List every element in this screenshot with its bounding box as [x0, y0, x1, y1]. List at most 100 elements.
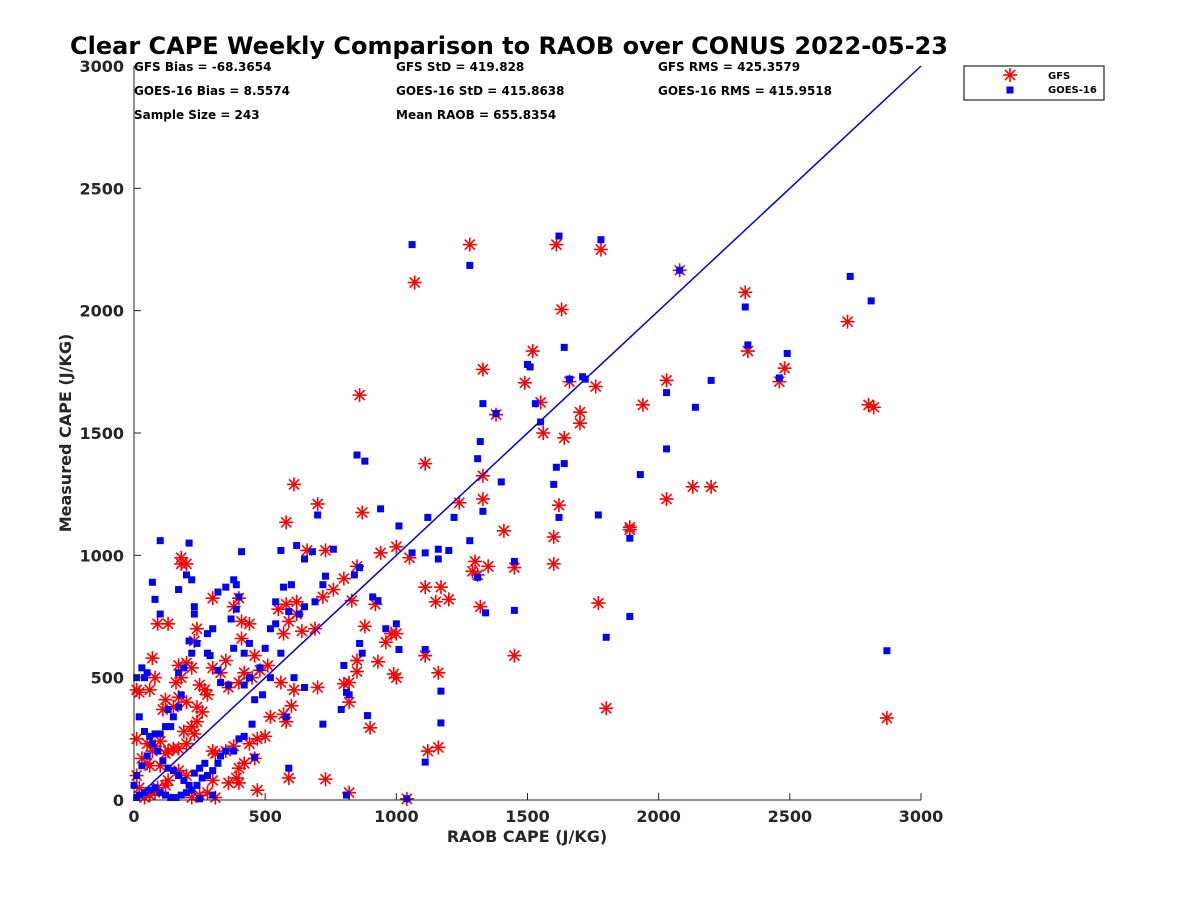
goes16-point [377, 505, 385, 513]
goes16-point [311, 598, 319, 606]
goes16-point [156, 789, 164, 797]
goes16-point [783, 349, 791, 357]
goes16-point [450, 513, 458, 521]
gfs-point [428, 594, 443, 609]
goes16-point [209, 625, 217, 633]
goes16-point [602, 633, 610, 641]
goes16-point [185, 781, 193, 789]
goes16-point [138, 664, 146, 672]
gfs-point [242, 736, 257, 751]
goes16-point [209, 791, 217, 799]
gfs-point [176, 724, 191, 739]
x-tick-label: 2000 [636, 807, 681, 826]
goes16-point [319, 581, 327, 589]
gfs-point [373, 545, 388, 560]
goes16-point [201, 759, 209, 767]
gfs-point [635, 397, 650, 412]
stat-text: GFS StD = 419.828 [396, 60, 524, 74]
gfs-point [234, 631, 249, 646]
y-axis-label: Measured CAPE (J/KG) [56, 334, 75, 533]
goes16-point [437, 719, 445, 727]
goes16-point [883, 647, 891, 655]
goes16-point [140, 789, 148, 797]
goes16-point [314, 511, 322, 519]
goes16-point [663, 445, 671, 453]
gfs-point [622, 522, 637, 537]
goes16-point [510, 606, 518, 614]
gfs-point [174, 556, 189, 571]
gfs-point [310, 496, 325, 511]
gfs-point [866, 400, 881, 415]
goes16-point [392, 620, 400, 628]
y-tick-label: 0 [113, 791, 124, 810]
goes16-point [224, 681, 232, 689]
gfs-point [187, 726, 202, 741]
gfs-point [389, 626, 404, 641]
gfs-point [161, 616, 176, 631]
goes16-point [188, 649, 196, 657]
goes16-point [363, 712, 371, 720]
goes16-point [185, 539, 193, 547]
goes16-point [626, 613, 634, 620]
y-tick-label: 2000 [79, 302, 124, 321]
stat-text: GFS RMS = 425.3579 [658, 60, 800, 74]
goes16-point [190, 769, 198, 777]
goes16-point [424, 513, 432, 521]
gfs-point [287, 477, 302, 492]
gfs-point [342, 675, 357, 690]
gfs-point [315, 589, 330, 604]
goes16-point [555, 232, 563, 240]
goes16-point [479, 400, 487, 408]
goes16-point [140, 727, 148, 735]
legend: GFS GOES-16 [963, 65, 1105, 101]
goes16-point [474, 455, 482, 463]
goes16-point [161, 791, 169, 799]
goes16-point [259, 691, 267, 699]
goes16-point [626, 534, 634, 542]
goes16-point [156, 537, 164, 545]
goes16-point [531, 400, 539, 408]
goes16-point [169, 713, 177, 721]
gfs-point [179, 736, 194, 751]
goes16-point [177, 791, 185, 799]
gfs-point [551, 498, 566, 513]
gfs-point [554, 302, 569, 317]
goes16-point [188, 786, 196, 794]
goes16-point [479, 507, 487, 515]
gfs-point [659, 492, 674, 507]
goes16-point [408, 549, 416, 557]
goes16-point [867, 297, 875, 305]
gfs-point [349, 653, 364, 668]
gfs-point [218, 653, 233, 668]
goes16-point [408, 241, 416, 249]
legend-goes16-marker [1006, 86, 1014, 94]
goes16-point [295, 610, 303, 618]
goes16-point [301, 555, 309, 563]
gfs-point [557, 430, 572, 445]
gfs-point [271, 602, 286, 617]
goes16-point [301, 603, 309, 611]
gfs-point [247, 648, 262, 663]
goes16-point [272, 620, 280, 628]
goes16-point [175, 772, 183, 780]
goes16-point [230, 644, 238, 652]
gfs-point [840, 314, 855, 329]
goes16-point [594, 511, 602, 519]
gfs-point [171, 741, 186, 756]
gfs-point [481, 559, 496, 574]
gfs-point [879, 711, 894, 726]
goes16-point [182, 571, 190, 579]
gfs-point [237, 756, 252, 771]
goes16-point [356, 639, 364, 647]
gfs-point [189, 621, 204, 636]
goes16-point [177, 691, 185, 699]
goes16-point [193, 639, 201, 647]
goes16-point [240, 732, 248, 740]
goes16-point [151, 784, 159, 792]
gfs-point [546, 556, 561, 571]
goes16-point [342, 791, 350, 799]
gfs-point [352, 388, 367, 403]
goes16-point [167, 723, 175, 731]
goes16-point [526, 363, 534, 371]
